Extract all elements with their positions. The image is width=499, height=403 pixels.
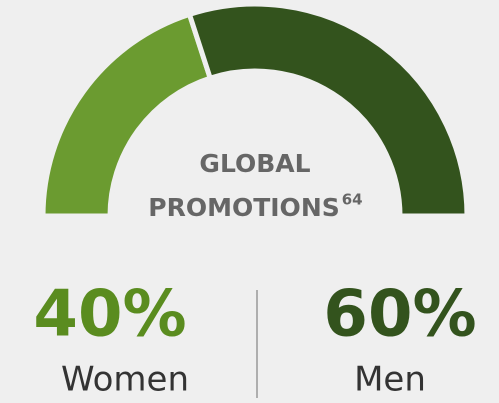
chart-title: GLOBAL: [199, 149, 310, 178]
value-label: 60%: [323, 278, 476, 352]
value-label: 40%: [33, 278, 186, 352]
gauge-segment: [186, 1, 470, 219]
category-label: Men: [354, 360, 426, 400]
category-label: Women: [61, 360, 189, 400]
title-footnote: 64: [342, 191, 363, 209]
chart-title: PROMOTIONS: [148, 193, 340, 222]
